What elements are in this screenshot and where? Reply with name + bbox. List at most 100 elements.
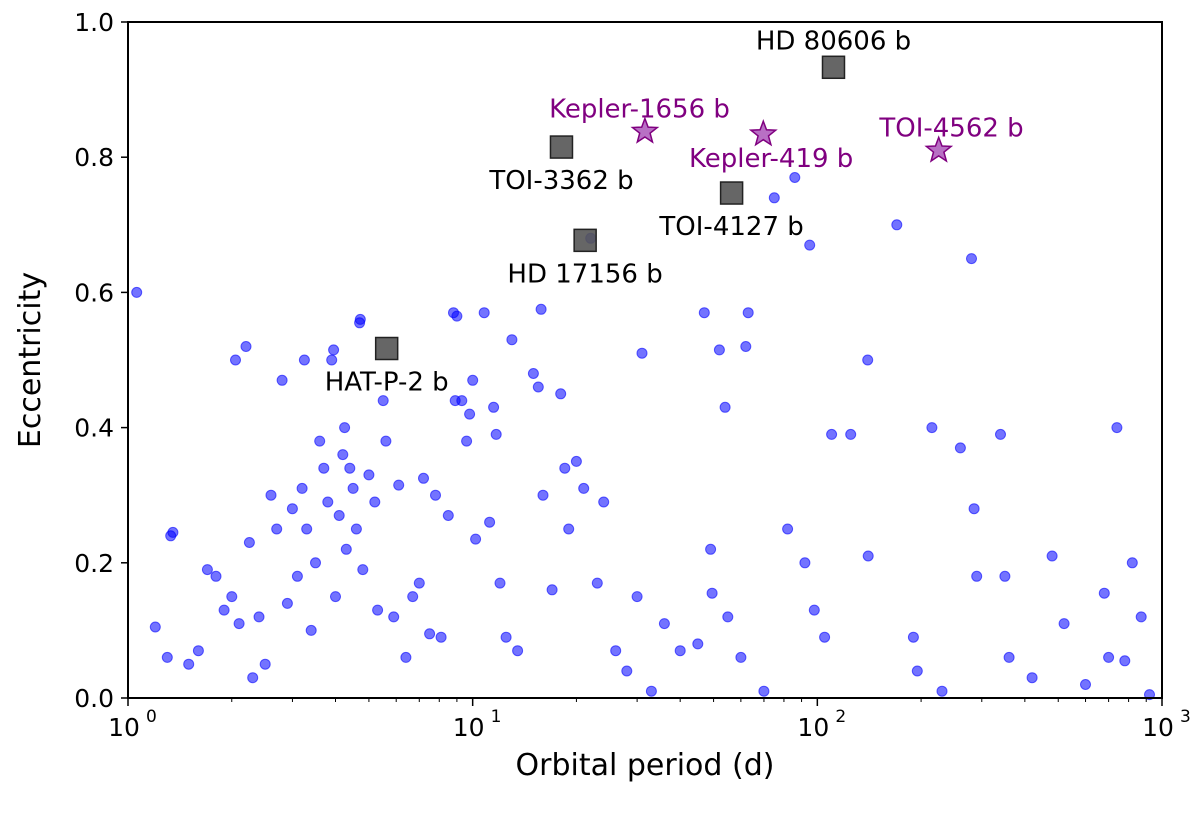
highlight-square [821,55,846,80]
data-point [286,503,298,515]
data-point [999,570,1011,582]
highlight-square [573,228,597,253]
data-point [1098,587,1110,599]
data-point [862,550,874,562]
data-point [768,192,780,204]
data-point [1026,672,1038,684]
data-point [1058,618,1070,630]
data-point [377,395,389,407]
data-point [512,645,524,657]
data-point [559,462,571,474]
data-point [461,435,473,447]
highlighted-planets: HAT-P-2 b HD 17156 b TOI-3362 b TOI-4127 b H… [325,26,1024,397]
data-point [722,611,734,623]
data-point [578,482,590,494]
data-point [1126,557,1138,569]
data-point [971,570,983,582]
planet-label: TOI-4562 b [878,113,1023,143]
highlight-star [748,119,778,147]
data-point [350,523,362,535]
data-point [808,604,820,616]
data-point [705,543,717,555]
x-tick-exponent: 3 [1180,707,1191,727]
data-point [804,239,816,251]
data-point [192,645,204,657]
data-point [418,472,429,484]
highlight-square [719,181,744,205]
x-tick-label: 10 [453,713,485,742]
data-point [610,645,622,657]
data-point [1003,651,1015,663]
data-point [291,570,303,582]
data-point [253,611,265,623]
planet-label: Kepler-419 b [689,144,853,174]
data-point [464,408,476,420]
data-point [742,307,754,319]
data-point [862,354,874,366]
data-point [322,496,334,508]
data-point [435,631,447,643]
data-point [226,591,238,603]
data-point [478,307,490,319]
data-point [591,577,603,589]
data-point [713,344,725,356]
data-point [430,489,441,501]
data-point [799,557,811,569]
data-point [330,591,341,603]
data-point [968,503,980,515]
data-point [758,685,770,697]
x-tick-label: 10 [797,713,829,742]
data-point [1080,679,1091,690]
data-point [936,685,948,697]
y-tick-label: 0.2 [74,549,114,578]
data-point [719,401,731,413]
axis-ticks: 0.0 0.2 0.4 0.6 0.8 1.0 10 0 10 1 10 2 10 3 [74,8,1191,742]
data-point [271,523,283,535]
data-point [347,482,359,494]
data-point [218,604,230,616]
highlight-star [630,116,660,144]
data-point [298,354,310,366]
data-point [456,395,468,407]
y-tick-label: 1.0 [74,8,114,37]
plot-frame [127,21,1163,699]
data-point [674,645,686,657]
data-point [318,462,330,474]
data-point [537,489,549,501]
data-point [546,584,558,596]
data-point [339,422,351,434]
data-point [281,597,293,609]
data-point [301,523,313,535]
data-point [500,631,512,643]
data-point [357,564,369,576]
data-point [698,307,710,319]
y-axis-label: Eccentricity [13,272,48,448]
data-point [413,577,425,589]
data-point [276,374,288,386]
data-point [407,591,419,603]
data-point [532,381,544,393]
data-point [149,621,161,633]
data-point [966,253,977,265]
highlight-star [924,135,954,163]
data-point [621,665,633,677]
data-point [484,516,496,528]
data-point [819,631,831,643]
data-point [333,510,345,521]
planet-label: Kepler-1656 b [549,95,730,125]
data-point [201,564,213,576]
data-point [210,570,222,582]
highlight-square [549,135,574,159]
planet-label: HD 17156 b [507,259,662,289]
data-point [388,611,400,623]
planet-label: TOI-4127 b [658,212,803,242]
data-point [740,341,752,352]
data-point [247,672,259,684]
highlight-square [374,336,399,361]
data-point [995,428,1006,440]
y-tick-label: 0.0 [74,684,114,713]
x-tick-exponent: 2 [835,707,846,727]
x-tick-exponent: 0 [146,707,157,727]
data-point [442,510,454,521]
data-point [1046,550,1058,562]
